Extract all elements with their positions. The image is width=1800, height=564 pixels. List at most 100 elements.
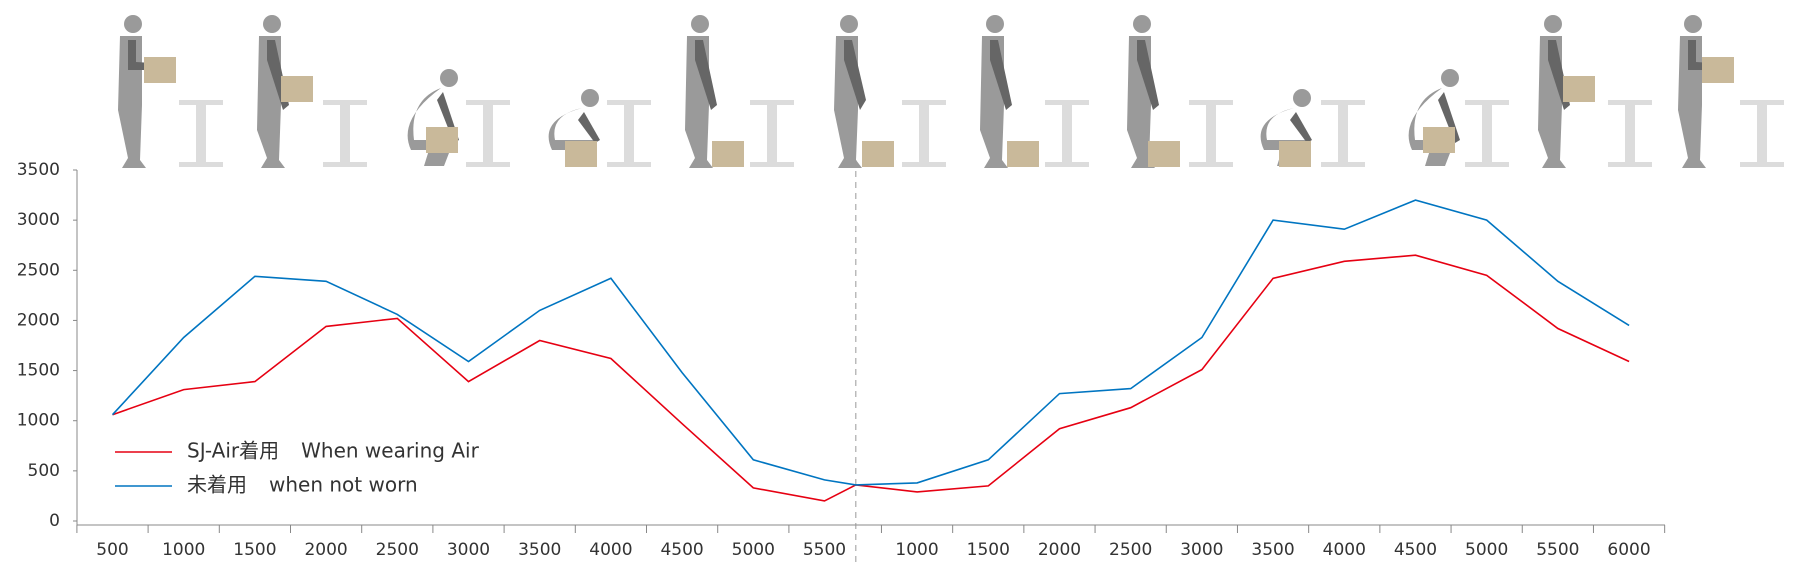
arm [695, 40, 717, 110]
support-beam [750, 100, 794, 167]
x-tick-label: 4000 [589, 540, 632, 560]
beam-web [1625, 105, 1635, 162]
y-tick-label: 2500 [17, 260, 60, 280]
illustrations [118, 15, 1784, 168]
legend-label-en: When wearing Air [301, 439, 479, 463]
x-tick-label: 2000 [1038, 540, 1081, 560]
box [144, 57, 176, 83]
box [1007, 141, 1039, 167]
series-line [112, 254, 1630, 502]
head [581, 89, 599, 107]
beam-bottom [750, 162, 794, 167]
x-tick-label: 5500 [1536, 540, 1579, 560]
worker-figure [118, 15, 168, 168]
head [1133, 15, 1151, 33]
beam-bottom [1465, 162, 1509, 167]
head [1441, 69, 1459, 87]
x-tick-label: 3000 [447, 540, 490, 560]
beam-top [1465, 100, 1509, 105]
arm [990, 40, 1012, 110]
x-tick-label: 1000 [162, 540, 205, 560]
beam-web [1062, 105, 1072, 162]
x-tick-label: 5000 [732, 540, 775, 560]
box [1702, 57, 1734, 83]
support-beam [1465, 100, 1509, 167]
x-tick-label: 1000 [895, 540, 938, 560]
y-tick-label: 3500 [17, 160, 60, 180]
head [840, 15, 858, 33]
worker-figure [834, 15, 866, 168]
beam-web [196, 105, 206, 162]
beam-top [1321, 100, 1365, 105]
beam-web [919, 105, 929, 162]
beam-top [466, 100, 510, 105]
beam-bottom [1189, 162, 1233, 167]
support-beam [1321, 100, 1365, 167]
head [124, 15, 142, 33]
beam-bottom [1608, 162, 1652, 167]
x-tick-label: 3500 [1251, 540, 1294, 560]
beam-web [767, 105, 777, 162]
beam-web [1338, 105, 1348, 162]
worker-figure [685, 15, 717, 168]
beam-bottom [179, 162, 223, 167]
y-tick-label: 3000 [17, 210, 60, 230]
head [691, 15, 709, 33]
x-tick-label: 500 [96, 540, 128, 560]
beam-web [624, 105, 634, 162]
legend-label: 未着用 [187, 473, 247, 497]
beam-web [1206, 105, 1216, 162]
y-tick-label: 1000 [17, 411, 60, 431]
beam-top [323, 100, 367, 105]
y-tick-label: 500 [28, 461, 60, 481]
beam-top [1740, 100, 1784, 105]
x-tick-label: 5500 [803, 540, 846, 560]
support-beam [902, 100, 946, 167]
head [1544, 15, 1562, 33]
support-beam [179, 100, 223, 167]
x-tick-label: 5000 [1465, 540, 1508, 560]
support-beam [607, 100, 651, 167]
worker-figure [1678, 15, 1728, 168]
box [1423, 127, 1455, 153]
x-tick-label: 6000 [1607, 540, 1650, 560]
arm [128, 40, 168, 70]
arm [1137, 40, 1159, 110]
x-tick-label: 1500 [233, 540, 276, 560]
x-tick-label: 2500 [376, 540, 419, 560]
beam-bottom [323, 162, 367, 167]
beam-bottom [1321, 162, 1365, 167]
box [1279, 141, 1311, 167]
beam-top [902, 100, 946, 105]
box [565, 141, 597, 167]
head [1293, 89, 1311, 107]
x-tick-label: 3000 [1180, 540, 1223, 560]
beam-bottom [1045, 162, 1089, 167]
box [1148, 141, 1180, 167]
y-tick-label: 2000 [17, 310, 60, 330]
beam-top [607, 100, 651, 105]
support-beam [1045, 100, 1089, 167]
head [440, 69, 458, 87]
support-beam [1608, 100, 1652, 167]
arm [1688, 40, 1728, 70]
series-line [111, 199, 1630, 486]
beam-top [179, 100, 223, 105]
legend-label: SJ-Air着用 [187, 439, 279, 463]
beam-top [1189, 100, 1233, 105]
x-tick-label: 2000 [304, 540, 347, 560]
beam-top [750, 100, 794, 105]
support-beam [1189, 100, 1233, 167]
support-beam [323, 100, 367, 167]
beam-bottom [607, 162, 651, 167]
arm [844, 40, 866, 110]
head [263, 15, 281, 33]
box [281, 76, 313, 102]
head [1684, 15, 1702, 33]
beam-bottom [466, 162, 510, 167]
box [862, 141, 894, 167]
support-beam [466, 100, 510, 167]
beam-top [1608, 100, 1652, 105]
beam-bottom [902, 162, 946, 167]
